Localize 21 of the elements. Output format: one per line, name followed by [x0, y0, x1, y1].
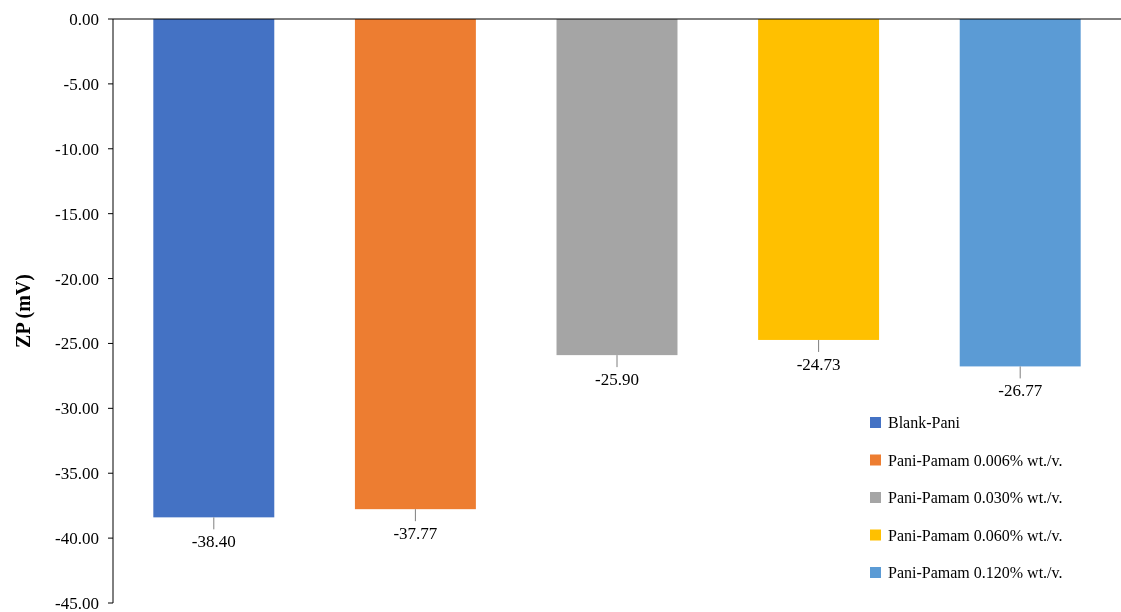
y-tick-label: 0.00 [69, 10, 99, 29]
y-tick-label: -30.00 [55, 399, 99, 419]
legend-label: Blank-Pani [888, 414, 961, 431]
y-tick-label: -45.00 [55, 594, 99, 612]
legend-label: Pani-Pamam 0.120% wt./v. [888, 564, 1063, 581]
data-label: -37.77 [393, 524, 438, 544]
y-tick-label: -5.00 [63, 74, 99, 94]
y-tick-label: -35.00 [55, 464, 99, 484]
y-tick-label: -10.00 [55, 139, 99, 159]
y-tick-label: -20.00 [55, 269, 99, 289]
legend-label: Pani-Pamam 0.030% wt./v. [888, 489, 1063, 506]
legend-label: Pani-Pamam 0.006% wt./v. [888, 451, 1063, 469]
y-axis-title: ZP (mV) [12, 274, 35, 348]
y-tick-label: -25.00 [55, 334, 99, 354]
y-tick-label: -40.00 [55, 529, 99, 549]
data-label: -25.90 [595, 370, 639, 390]
data-label: -26.77 [998, 381, 1043, 401]
data-label: -24.73 [796, 354, 841, 374]
y-tick-label: -15.00 [55, 204, 99, 224]
data-label: -38.40 [191, 532, 236, 552]
legend-label: Pani-Pamam 0.060% wt./v. [888, 526, 1063, 544]
